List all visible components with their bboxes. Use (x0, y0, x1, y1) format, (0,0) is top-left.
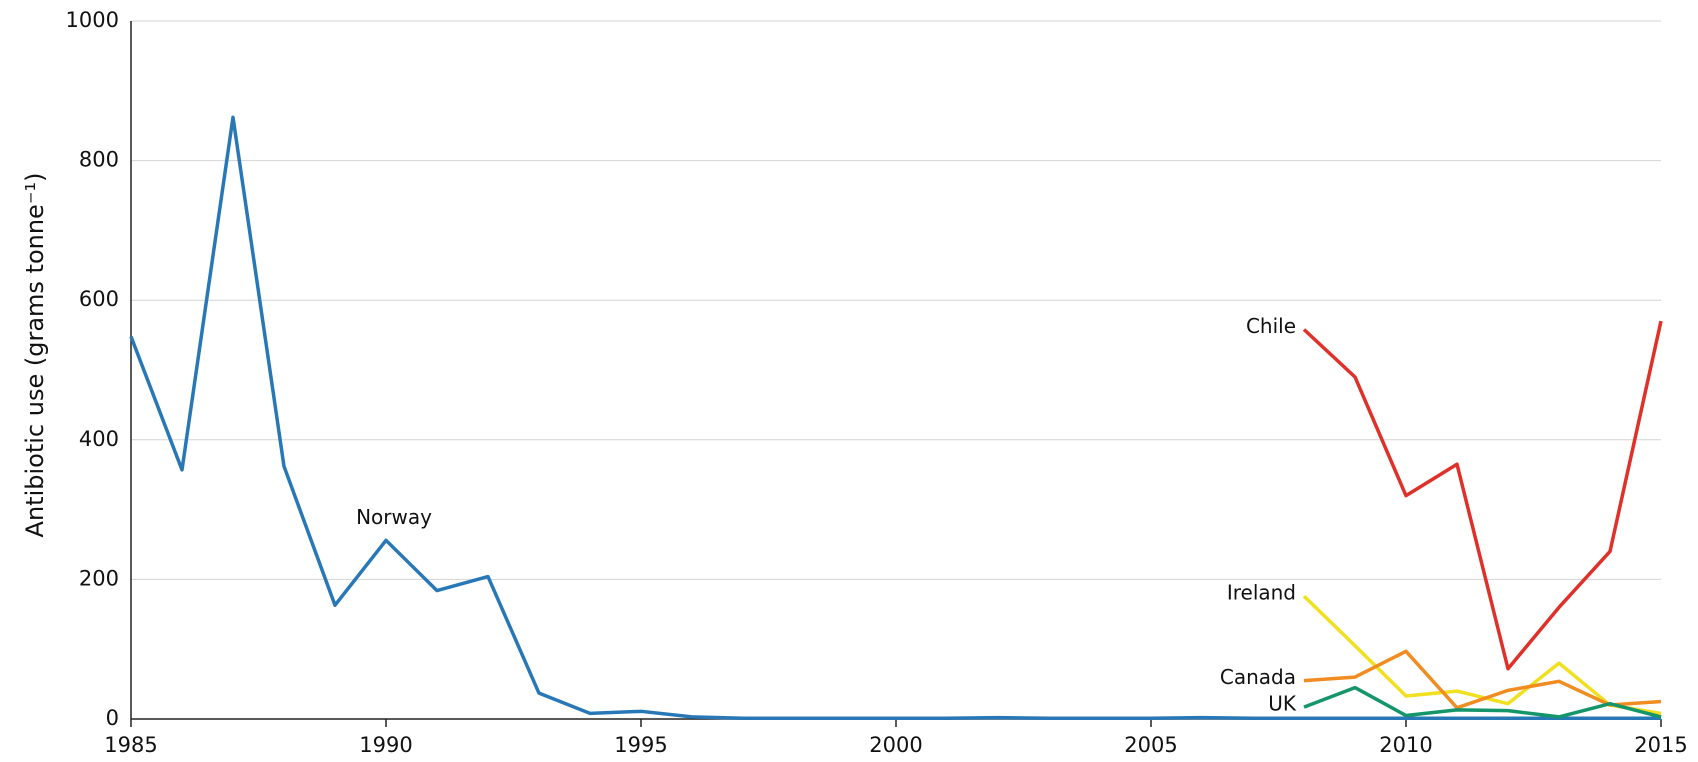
series-line (1303, 685, 1662, 719)
x-tick-label: 1985 (104, 733, 157, 757)
x-tick-label: 2015 (1634, 733, 1687, 757)
x-tick-label: 1995 (614, 733, 667, 757)
x-tick-label: 2005 (1124, 733, 1177, 757)
series-line (1303, 649, 1662, 710)
series-label: Chile (1246, 314, 1296, 338)
series-label: UK (1268, 692, 1297, 716)
y-tick-label: 600 (79, 287, 119, 311)
y-tick-label: 0 (106, 706, 119, 730)
series-line (1302, 594, 1662, 716)
x-tick-label: 2000 (869, 733, 922, 757)
series-label: Ireland (1227, 581, 1296, 605)
y-axis-label: Antibiotic use (grams tonne⁻¹) (21, 173, 49, 538)
series-label: Norway (356, 505, 432, 529)
x-tick-label: 1990 (359, 733, 412, 757)
y-tick-label: 200 (79, 566, 119, 590)
y-tick-label: 800 (79, 148, 119, 172)
series-line (1302, 320, 1663, 671)
series-label: Canada (1220, 665, 1296, 689)
series-line (129, 115, 1661, 721)
y-tick-label: 1000 (66, 8, 119, 32)
y-tick-label: 400 (79, 427, 119, 451)
x-tick-label: 2010 (1379, 733, 1432, 757)
